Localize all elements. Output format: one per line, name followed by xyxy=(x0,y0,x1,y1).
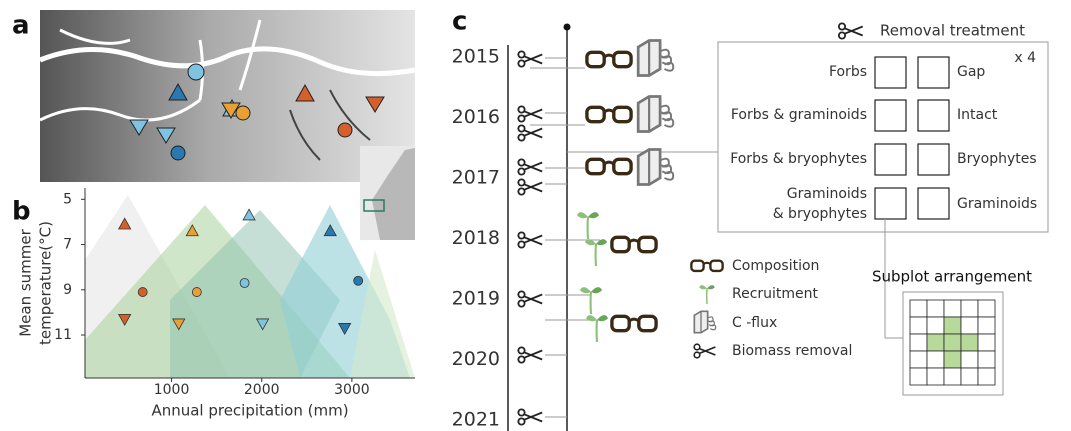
legend-label: Composition xyxy=(732,258,819,274)
year-label: 2015 xyxy=(452,46,500,68)
subplot-cell xyxy=(909,367,928,386)
subplot-cell xyxy=(909,350,928,369)
subplot-cell xyxy=(977,367,996,386)
timeline-icons xyxy=(517,39,675,426)
y-axis-label: temperature(°C) xyxy=(37,221,55,345)
years: 2015 2016 2017 2018 2019 2020 2021 xyxy=(452,46,500,431)
subplot-cell xyxy=(943,367,962,386)
subplot-cell xyxy=(926,316,945,335)
y-tick-label: 5 xyxy=(63,191,72,207)
x-tick-label: 2000 xyxy=(244,382,280,398)
point xyxy=(117,217,132,230)
panel-label: c xyxy=(452,7,467,37)
year-label: 2018 xyxy=(452,227,500,249)
year-label: 2021 xyxy=(452,409,500,431)
subplot-cell xyxy=(960,367,979,386)
treatment-label: Forbs xyxy=(829,64,867,80)
treatment-label: Graminoids xyxy=(787,186,867,202)
subplot-cell xyxy=(960,333,979,352)
point xyxy=(337,323,352,336)
year-label: 2020 xyxy=(452,348,500,370)
y-tick-label: 7 xyxy=(63,237,72,253)
subplot-cell xyxy=(926,299,945,318)
legend-label: Biomass removal xyxy=(732,343,852,359)
subplot-cell xyxy=(960,299,979,318)
year-label: 2019 xyxy=(452,288,500,310)
subplot-cell xyxy=(943,316,962,335)
treatment-label: & bryophytes xyxy=(773,206,867,222)
subplot-cell xyxy=(960,316,979,335)
treatment-label: Intact xyxy=(957,107,998,123)
subplot-cell xyxy=(909,333,928,352)
subplot-cell xyxy=(977,299,996,318)
treatment-label: Bryophytes xyxy=(957,151,1037,167)
subplot-cell xyxy=(909,299,928,318)
point xyxy=(353,275,364,286)
y-tick-label: 9 xyxy=(63,282,72,298)
x-tick-label: 1000 xyxy=(154,382,190,398)
subplot-title: Subplot arrangement xyxy=(872,268,1032,286)
legend: Composition Recruitment C -flux Biomass … xyxy=(690,258,852,359)
timeline xyxy=(507,23,718,431)
point xyxy=(255,318,270,331)
subplot-cell xyxy=(926,350,945,369)
subplot-cell xyxy=(943,299,962,318)
map xyxy=(39,10,416,240)
subplot-cell xyxy=(977,333,996,352)
point xyxy=(172,318,186,331)
replicates: x 4 xyxy=(1014,50,1036,66)
x-axis-label: Annual precipitation (mm) xyxy=(151,402,348,420)
panel-label: a xyxy=(12,11,30,41)
subplot-cell xyxy=(909,316,928,335)
treatment-label: Graminoids xyxy=(957,196,1037,212)
treatment-label: Forbs & bryophytes xyxy=(730,151,867,167)
subplot-cell xyxy=(926,367,945,386)
treatment-label: Forbs & graminoids xyxy=(731,107,867,123)
chart-background xyxy=(85,195,415,378)
subplot-cell xyxy=(977,316,996,335)
point xyxy=(185,224,199,237)
legend-label: Recruitment xyxy=(732,286,819,302)
y-tick-label: 11 xyxy=(54,327,72,343)
y-axis-label: Mean summer xyxy=(17,228,35,336)
subplot-cell xyxy=(960,350,979,369)
treatment-label: Gap xyxy=(957,64,985,80)
point xyxy=(137,287,148,297)
point xyxy=(117,313,132,327)
scatter-chart: Annual precipitation (mm) Mean summer te… xyxy=(17,188,415,420)
subplot-arrangement: Subplot arrangement xyxy=(872,268,1032,396)
point xyxy=(191,287,202,297)
point xyxy=(323,224,337,237)
subplot-cell xyxy=(943,333,962,352)
subplot-cell xyxy=(943,350,962,369)
panel-label: b xyxy=(12,197,31,227)
treatment-panel: Removal treatment x 4 Forbs Forbs & gram… xyxy=(717,22,1049,339)
treatment-title: Removal treatment xyxy=(880,22,1025,40)
point xyxy=(239,278,250,288)
year-label: 2017 xyxy=(452,167,500,189)
legend-label: C -flux xyxy=(732,315,777,331)
subplot-cell xyxy=(977,350,996,369)
year-label: 2016 xyxy=(452,106,500,128)
subplot-cell xyxy=(926,333,945,352)
point xyxy=(242,208,256,221)
x-tick-label: 3000 xyxy=(334,382,370,398)
